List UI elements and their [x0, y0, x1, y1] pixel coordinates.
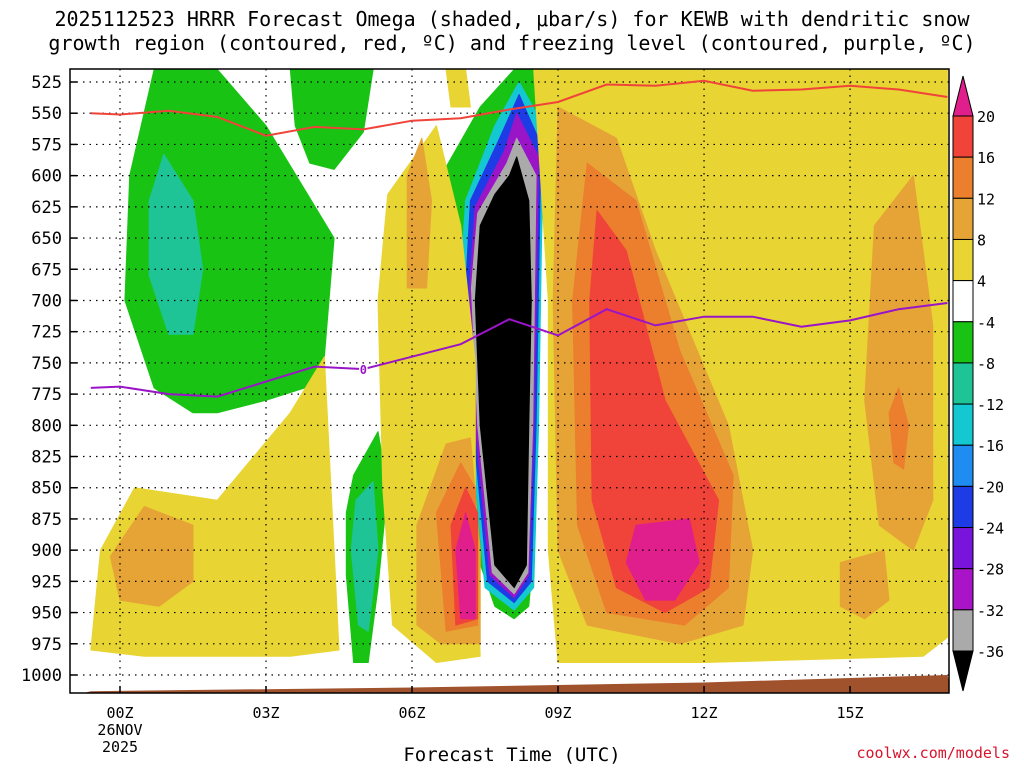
colorbar-label-8: -16 — [977, 437, 1004, 455]
y-tick-label-925: 925 — [31, 572, 62, 592]
x-tick-label-09Z: 09Z — [544, 704, 571, 722]
colorbar-bin-12 — [952, 568, 974, 611]
y-tick-label-975: 975 — [31, 635, 62, 655]
chart-title-line2: growth region (contoured, red, ºC) and f… — [48, 31, 976, 55]
omega-region-magenta-main — [625, 518, 700, 601]
terrain-fill — [83, 675, 949, 693]
colorbar-bin-3 — [952, 197, 974, 240]
colorbar-label-12: -32 — [977, 602, 1004, 620]
dendritic-growth-line — [90, 79, 948, 137]
colorbar-bin-8 — [952, 403, 974, 446]
contour-lines: 0 — [90, 79, 948, 398]
colorbar-bin-13 — [952, 609, 974, 652]
y-tick-label-950: 950 — [31, 604, 62, 624]
colorbar-label-13: -36 — [977, 643, 1004, 661]
x-tick-date: 26NOV — [97, 721, 142, 739]
y-tick-label-700: 700 — [31, 291, 62, 311]
omega-region-orange-mid — [406, 137, 432, 289]
x-tick-label-12Z: 12Z — [690, 704, 717, 722]
plot-frame — [69, 68, 950, 694]
credit-text: coolwx.com/models — [856, 744, 1010, 762]
colorbar-bin-9 — [952, 444, 974, 487]
colorbar-label-2: 12 — [977, 190, 995, 208]
y-tick-label-625: 625 — [31, 198, 62, 218]
omega-region-dkorange-east — [888, 387, 909, 470]
colorbar-bin-5 — [952, 280, 974, 323]
y-tick-label-550: 550 — [31, 104, 62, 124]
colorbar-label-0: 20 — [977, 108, 995, 126]
terrain-surface — [83, 675, 949, 693]
colorbar-label-5: -4 — [977, 314, 995, 332]
omega-shading — [90, 69, 948, 663]
colorbar-bottom-arrow — [952, 650, 974, 692]
omega-region-orange-lower-left — [109, 506, 194, 607]
y-tick-label-675: 675 — [31, 260, 62, 280]
y-tick-label-600: 600 — [31, 167, 62, 187]
colorbar-label-1: 16 — [977, 149, 995, 167]
colorbar-label-3: 8 — [977, 231, 986, 249]
y-tick-label-1000: 1000 — [21, 666, 62, 686]
chart-title-line1: 2025112523 HRRR Forecast Omega (shaded, … — [54, 7, 970, 31]
omega-region-black-core — [474, 156, 532, 589]
colorbar-bin-10 — [952, 485, 974, 529]
colorbar-top-arrow — [952, 75, 974, 117]
colorbar-bin-4 — [952, 238, 974, 282]
freezing-level-line — [90, 302, 948, 398]
freezing-level-label: 0 — [360, 363, 367, 377]
omega-region-magenta-lower-mid — [455, 512, 476, 620]
y-tick-label-825: 825 — [31, 448, 62, 468]
omega-region-red-main — [589, 210, 720, 614]
x-tick-label-06Z: 06Z — [398, 704, 425, 722]
colorbar-label-7: -12 — [977, 396, 1004, 414]
colorbar-label-10: -24 — [977, 520, 1004, 538]
x-axis-label: Forecast Time (UTC) — [403, 744, 621, 766]
colorbar-label-9: -20 — [977, 478, 1004, 496]
colorbar: 20 16 12 8 4 -4 -8 -12 -16 -20 -24 -28 -32 -36 — [952, 75, 1004, 692]
omega-region-teal-lower — [350, 481, 379, 632]
y-tick-label-850: 850 — [31, 479, 62, 499]
x-tick-label-00Z: 00Z — [106, 704, 133, 722]
axes: 525 550 575 600 625 650 675 700 725 750 775 800 825 8… — [21, 68, 950, 756]
x-tick-label-03Z: 03Z — [252, 704, 279, 722]
colorbar-bin-1 — [952, 115, 974, 158]
y-tick-label-650: 650 — [31, 229, 62, 249]
y-tick-label-900: 900 — [31, 541, 62, 561]
colorbar-bin-7 — [952, 362, 974, 405]
y-tick-label-575: 575 — [31, 135, 62, 155]
y-tick-label-800: 800 — [31, 416, 62, 436]
colorbar-bin-6 — [952, 321, 974, 364]
omega-region-teal-west — [148, 153, 204, 335]
colorbar-bin-2 — [952, 156, 974, 199]
y-tick-label-875: 875 — [31, 510, 62, 530]
y-tick-label-725: 725 — [31, 323, 62, 343]
colorbar-bin-11 — [952, 527, 974, 570]
y-tick-label-750: 750 — [31, 354, 62, 374]
x-tick-label-15Z: 15Z — [837, 704, 864, 722]
y-tick-label-525: 525 — [31, 73, 62, 93]
omega-region-orange-se — [839, 549, 890, 620]
colorbar-label-11: -28 — [977, 561, 1004, 579]
x-tick-year: 2025 — [102, 738, 138, 756]
colorbar-label-6: -8 — [977, 355, 995, 373]
colorbar-label-4: 4 — [977, 273, 986, 291]
y-tick-label-775: 775 — [31, 385, 62, 405]
